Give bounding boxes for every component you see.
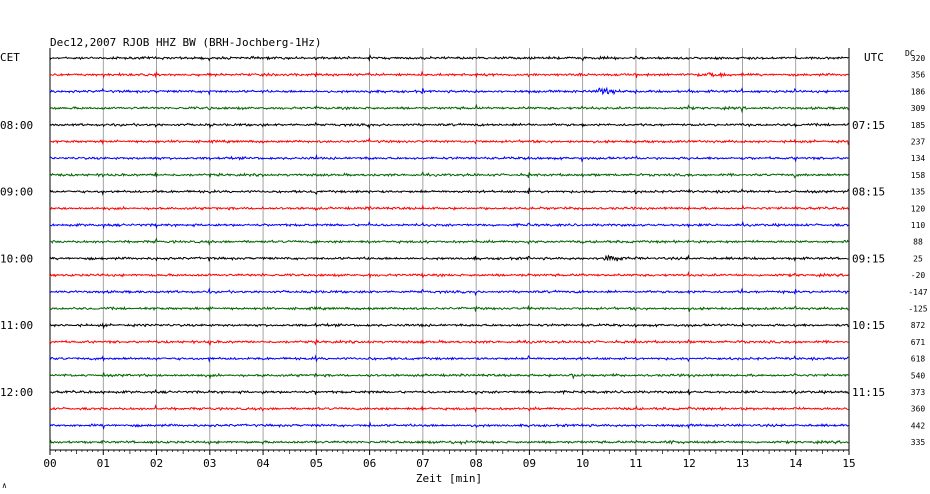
x-tick-label: 10 xyxy=(576,457,589,470)
seismic-trace xyxy=(49,304,849,312)
seismic-trace xyxy=(49,337,849,347)
dc-value-label: 110 xyxy=(911,221,926,230)
seismic-trace xyxy=(49,420,849,430)
x-tick-label: 03 xyxy=(203,457,216,470)
dc-value-label: 158 xyxy=(911,171,926,180)
x-tick-label: 01 xyxy=(97,457,110,470)
dc-value-label: -147 xyxy=(908,288,927,297)
x-tick-label: 00 xyxy=(43,457,56,470)
dc-value-label: 135 xyxy=(911,188,926,197)
dc-value-label: 356 xyxy=(911,71,926,80)
dc-value-label: 237 xyxy=(911,138,926,147)
seismic-trace xyxy=(49,270,849,280)
dc-value-label: 360 xyxy=(911,405,926,414)
seismic-trace xyxy=(49,171,849,179)
x-tick-label: 11 xyxy=(629,457,642,470)
seismic-trace xyxy=(49,86,849,96)
x-tick-label: 06 xyxy=(363,457,376,470)
right-time-label: 11:15 xyxy=(852,386,885,399)
x-tick-label: 13 xyxy=(736,457,749,470)
seismic-trace xyxy=(49,220,849,230)
x-tick-label: 04 xyxy=(256,457,270,470)
corner-mark: ∧ xyxy=(2,481,7,490)
x-tick-label: 02 xyxy=(150,457,163,470)
x-tick-label: 09 xyxy=(523,457,536,470)
label-layer: 00 01 02 03 04 05 06 07 08 09 10 11 12 13 14 15 320 356 18… xyxy=(0,54,928,470)
right-time-label: 08:15 xyxy=(852,186,885,199)
dc-value-label: -20 xyxy=(911,271,926,280)
dc-value-label: 373 xyxy=(911,388,926,397)
dc-value-label: 442 xyxy=(911,421,926,430)
dc-value-label: 120 xyxy=(911,204,926,213)
grid-layer xyxy=(49,48,850,455)
left-timezone-label: CET xyxy=(0,51,20,64)
left-time-label: 08:00 xyxy=(0,119,33,132)
trace-layer xyxy=(49,53,849,446)
seismic-trace xyxy=(49,404,849,413)
dc-value-label: 618 xyxy=(911,355,926,364)
dc-header-label: DC xyxy=(905,49,915,58)
dc-value-label: 872 xyxy=(911,321,926,330)
x-tick-label: 08 xyxy=(470,457,483,470)
left-time-label: 10:00 xyxy=(0,252,33,265)
seismic-trace xyxy=(49,53,849,62)
seismic-trace xyxy=(49,439,849,446)
dc-value-label: 309 xyxy=(911,104,926,113)
dc-value-label: 25 xyxy=(913,254,923,263)
right-time-label: 07:15 xyxy=(852,119,885,132)
dc-value-label: 540 xyxy=(911,371,926,380)
seismic-trace xyxy=(49,137,849,146)
x-tick-label: 05 xyxy=(310,457,323,470)
dc-value-label: 320 xyxy=(911,54,926,63)
seismic-trace xyxy=(49,388,849,396)
seismic-trace xyxy=(49,70,849,79)
seismic-trace xyxy=(49,237,849,246)
seismic-trace xyxy=(49,103,849,114)
x-tick-label: 15 xyxy=(842,457,855,470)
x-tick-label: 07 xyxy=(416,457,429,470)
seismic-trace xyxy=(49,153,849,163)
dc-value-label: 88 xyxy=(913,238,923,247)
right-timezone-label: UTC xyxy=(864,51,884,64)
left-time-label: 12:00 xyxy=(0,386,33,399)
left-time-label: 11:00 xyxy=(0,319,33,332)
x-axis-label: Zeit [min] xyxy=(416,472,482,485)
seismic-trace xyxy=(49,372,849,380)
x-tick-label: 14 xyxy=(789,457,803,470)
seismic-trace xyxy=(49,204,849,212)
seismic-trace xyxy=(49,254,849,262)
seismic-trace xyxy=(49,321,849,330)
seismic-trace xyxy=(49,187,849,197)
seismic-trace xyxy=(49,354,849,363)
dc-value-label: 335 xyxy=(911,438,926,447)
seismic-trace xyxy=(49,287,849,297)
left-time-label: 09:00 xyxy=(0,186,33,199)
dc-value-label: 186 xyxy=(911,87,926,96)
chart-title: Dec12,2007 RJOB HHZ BW (BRH-Jochberg-1Hz… xyxy=(50,36,322,49)
dc-value-label: -125 xyxy=(908,305,927,314)
seismic-trace xyxy=(49,121,849,130)
x-tick-label: 12 xyxy=(683,457,696,470)
dc-value-label: 134 xyxy=(911,154,926,163)
dc-value-label: 671 xyxy=(911,338,926,347)
right-time-label: 10:15 xyxy=(852,319,885,332)
dc-value-label: 185 xyxy=(911,121,926,130)
right-time-label: 09:15 xyxy=(852,252,885,265)
